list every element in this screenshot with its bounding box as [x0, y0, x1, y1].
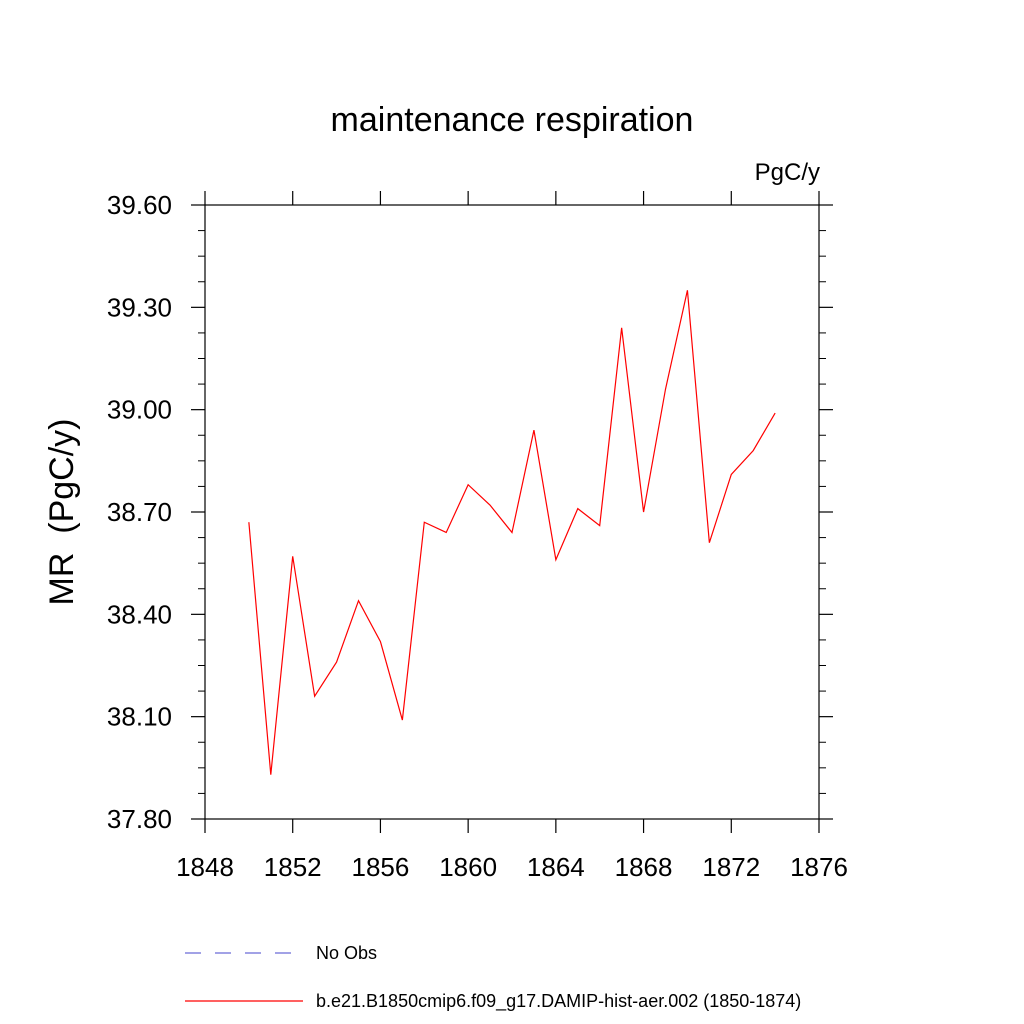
y-tick-label-38.70: 38.70 — [107, 497, 172, 527]
y-tick-label-37.80: 37.80 — [107, 804, 172, 834]
x-tick-label-1872: 1872 — [702, 852, 760, 882]
x-tick-label-1864: 1864 — [527, 852, 585, 882]
y-tick-label-39.00: 39.00 — [107, 395, 172, 425]
y-axis-label: MR (PgC/y) — [43, 419, 81, 606]
y-tick-label-38.10: 38.10 — [107, 702, 172, 732]
x-tick-label-1856: 1856 — [352, 852, 410, 882]
units-label: PgC/y — [755, 159, 820, 186]
axis-tick-labels: 1848 1852 1856 1860 1864 1868 1872 1876 37.80 38.… — [107, 190, 848, 882]
x-tick-label-1868: 1868 — [615, 852, 673, 882]
plot-frame — [204, 204, 820, 820]
x-tick-label-1848: 1848 — [176, 852, 234, 882]
legend-label-no-obs: No Obs — [316, 943, 377, 963]
series-layer — [248, 290, 776, 775]
y-tick-label-39.30: 39.30 — [107, 292, 172, 322]
chart-title: maintenance respiration — [331, 101, 694, 139]
y-tick-label-39.60: 39.60 — [107, 190, 172, 220]
axis-ticks — [191, 191, 833, 833]
legend: No Obs b.e21.B1850cmip6.f09_g17.DAMIP-hi… — [185, 943, 801, 1012]
x-tick-label-1876: 1876 — [790, 852, 848, 882]
series-line-0 — [248, 290, 776, 775]
y-tick-label-38.40: 38.40 — [107, 599, 172, 629]
x-tick-label-1860: 1860 — [439, 852, 497, 882]
x-tick-label-1852: 1852 — [264, 852, 322, 882]
legend-label-series: b.e21.B1850cmip6.f09_g17.DAMIP-hist-aer.… — [316, 991, 801, 1012]
